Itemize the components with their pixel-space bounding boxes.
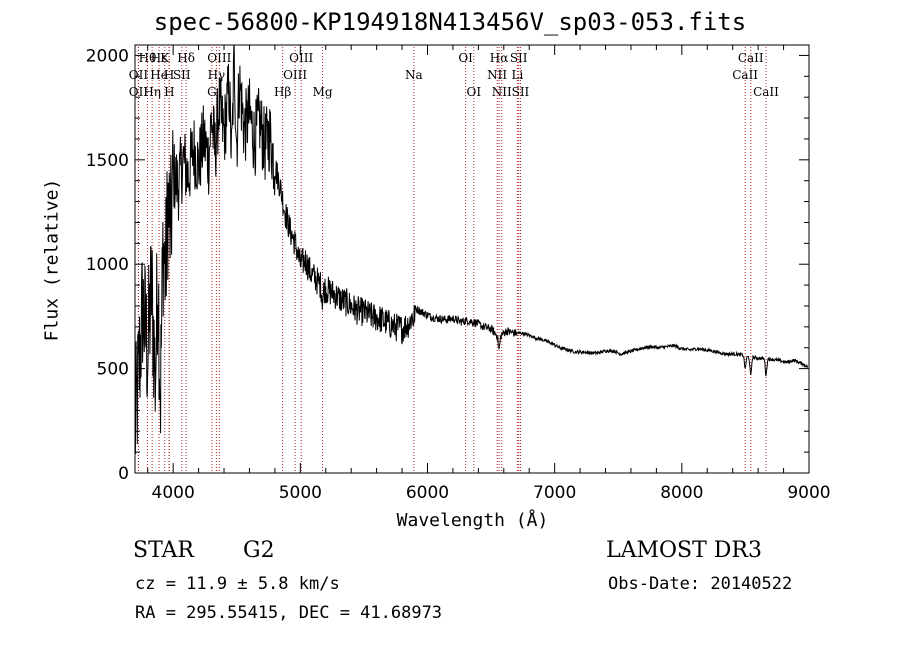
plot-axes	[134, 44, 810, 474]
line-label: Hθ	[139, 51, 157, 65]
redshift-velocity: cz = 11.9 ± 5.8 km/s	[135, 574, 340, 594]
line-label: Na	[405, 68, 423, 82]
emission-line-markers	[137, 47, 767, 473]
line-label: OII	[129, 85, 149, 99]
observation-date: Obs-Date: 20140522	[608, 574, 793, 594]
line-label: OIII	[289, 51, 313, 65]
y-tick-label: 0	[118, 464, 129, 484]
object-subclass: G2	[243, 538, 275, 563]
line-label: G	[207, 85, 217, 99]
y-tick-label: 1000	[86, 255, 129, 275]
flux-line	[134, 44, 809, 454]
line-label: Hη	[143, 85, 161, 99]
line-label: NII	[492, 85, 512, 99]
line-label: H	[164, 85, 174, 99]
survey-name: LAMOST DR3	[606, 538, 762, 563]
x-tick-label: 6000	[406, 483, 449, 503]
y-tick-label: 2000	[86, 46, 129, 66]
x-tick-label: 8000	[660, 483, 703, 503]
y-tick-label: 1500	[86, 151, 129, 171]
line-label: Li	[511, 68, 523, 82]
line-label: OI	[466, 85, 481, 99]
flux-series	[134, 44, 809, 454]
line-label: OII	[129, 68, 149, 82]
line-label: Hδ	[177, 51, 195, 65]
line-label: SII	[173, 68, 191, 82]
coordinates: RA = 295.55415, DEC = 41.68973	[135, 603, 443, 623]
plot-frame	[134, 44, 810, 474]
line-label: K	[160, 51, 170, 65]
line-label: CaII	[732, 68, 758, 82]
line-label: CaII	[738, 51, 764, 65]
line-label: Mg	[313, 85, 333, 99]
line-label: OIII	[207, 51, 231, 65]
line-label: OI	[458, 51, 473, 65]
line-label: He	[150, 68, 168, 82]
line-label: OIII	[283, 68, 307, 82]
line-label: SII	[512, 85, 530, 99]
y-axis-label: Flux (relative)	[41, 178, 63, 342]
line-label: CaII	[753, 85, 779, 99]
object-type: STAR	[133, 538, 194, 563]
line-label: NII	[487, 68, 507, 82]
line-label: Hα	[490, 51, 509, 65]
tick-labels: 4000 5000 6000 7000 8000 9000 0 500 1000 1500 2000	[86, 46, 831, 503]
line-label: H	[164, 68, 174, 82]
line-label: Hβ	[274, 85, 291, 99]
x-axis-label: Wavelength (Å)	[396, 510, 549, 531]
x-tick-label: 5000	[279, 483, 322, 503]
line-label: Hε	[151, 51, 168, 65]
chart-title: spec-56800-KP194918N413456V_sp03-053.fit…	[153, 8, 747, 36]
x-tick-label: 4000	[152, 483, 195, 503]
x-tick-label: 9000	[787, 483, 830, 503]
y-tick-label: 500	[97, 360, 129, 380]
line-label: Hγ	[208, 68, 226, 82]
x-tick-label: 7000	[533, 483, 576, 503]
line-label: SII	[510, 51, 528, 65]
